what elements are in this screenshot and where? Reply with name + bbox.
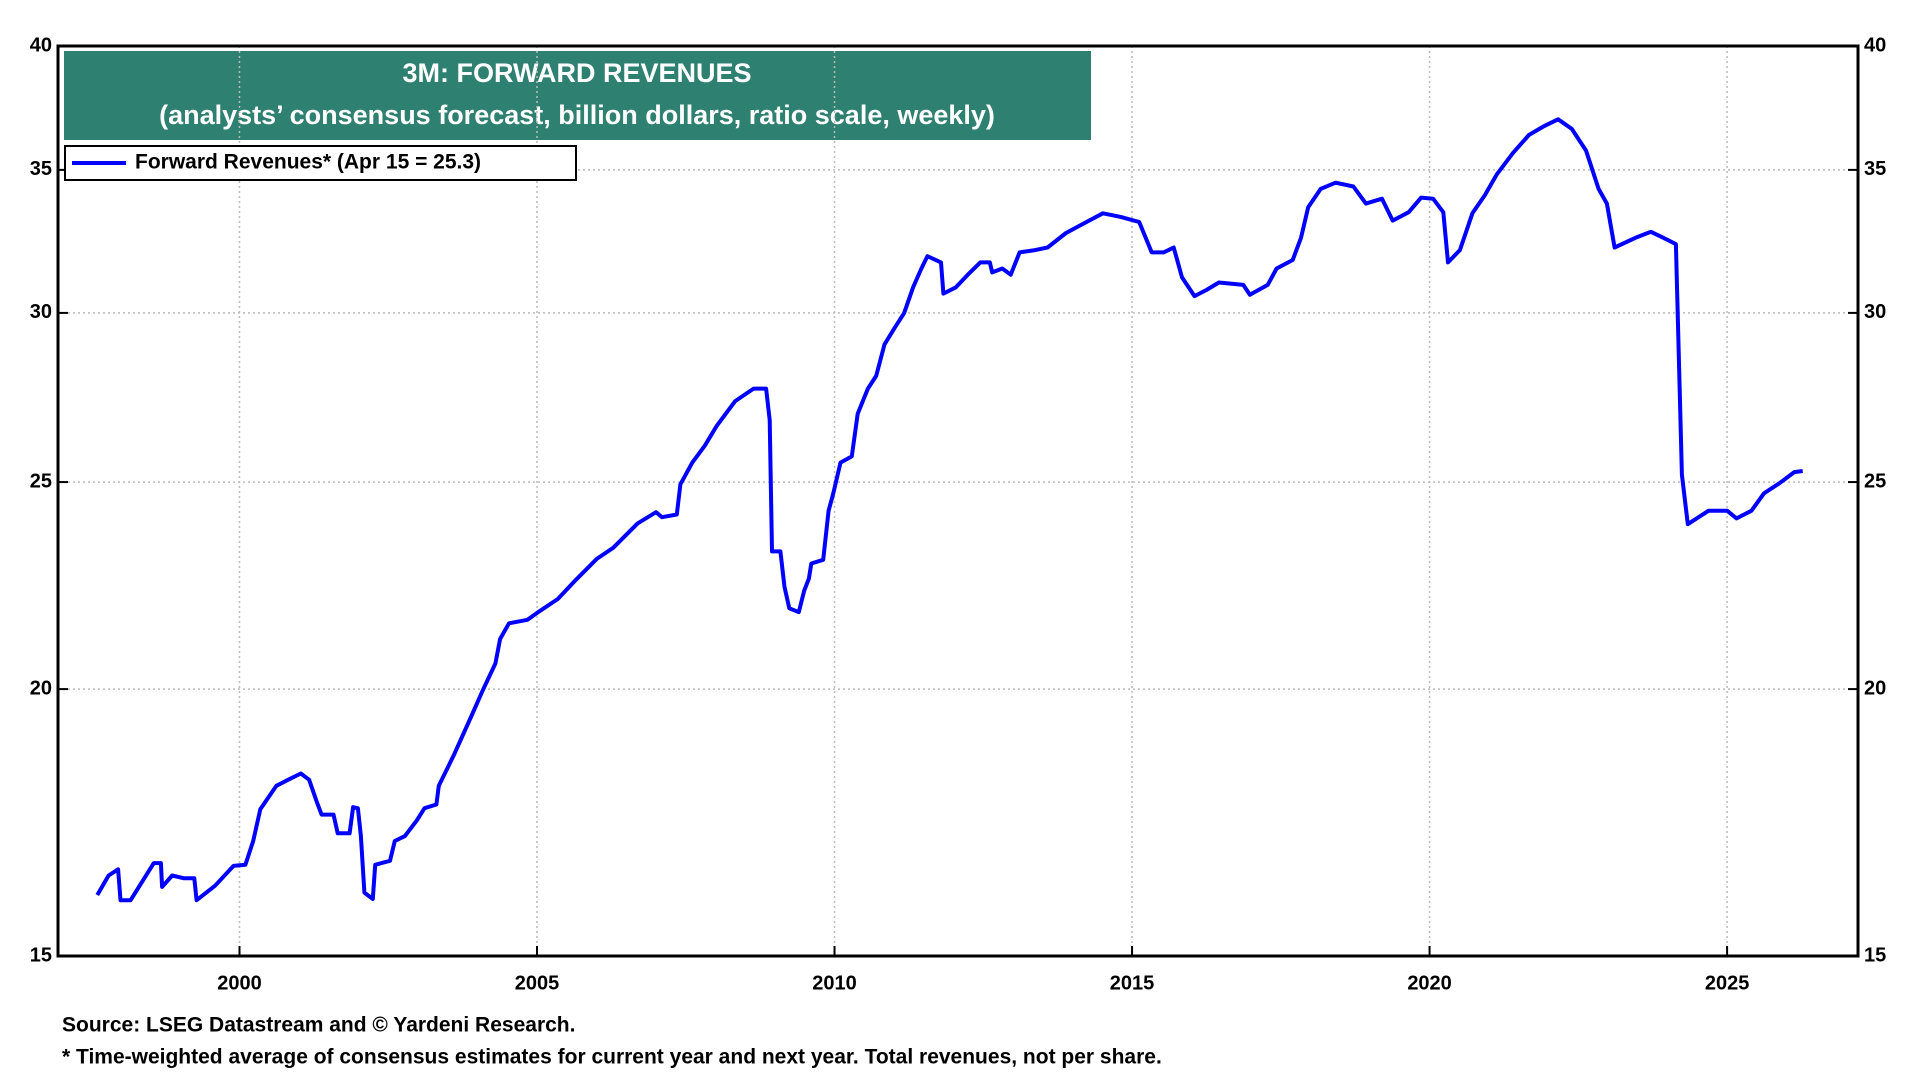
x-tick-label: 2000 <box>217 972 262 994</box>
y-tick-label: 25 <box>30 470 52 492</box>
y-tick-label: 20 <box>30 677 52 699</box>
x-tick-label: 2010 <box>812 972 857 994</box>
y2-tick-label: 35 <box>1864 158 1886 180</box>
chart-subtitle: (analysts’ consensus forecast, billion d… <box>159 100 995 130</box>
y2-tick-label: 40 <box>1864 34 1886 56</box>
y-tick-label: 40 <box>30 34 52 56</box>
footnote: * Time-weighted average of consensus est… <box>62 1046 1162 1069</box>
x-tick-label: 2015 <box>1110 972 1155 994</box>
y-tick-label: 30 <box>30 301 52 323</box>
y-tick-label: 35 <box>30 158 52 180</box>
x-tick-label: 2005 <box>515 972 560 994</box>
legend-label: Forward Revenues* (Apr 15 = 25.3) <box>135 151 481 174</box>
y2-tick-label: 30 <box>1864 301 1886 323</box>
x-tick-label: 2020 <box>1407 972 1452 994</box>
title-box <box>64 51 1091 140</box>
legend-box <box>64 145 577 181</box>
y2-tick-label: 25 <box>1864 470 1886 492</box>
y-tick-label: 15 <box>30 944 52 966</box>
series-line <box>95 117 1803 903</box>
source-note: Source: LSEG Datastream and © Yardeni Re… <box>62 1014 575 1037</box>
y2-tick-label: 20 <box>1864 677 1886 699</box>
plot-frame <box>56 44 1860 958</box>
chart-title: 3M: FORWARD REVENUES <box>402 58 751 88</box>
x-tick-label: 2025 <box>1705 972 1750 994</box>
y2-tick-label: 15 <box>1864 944 1886 966</box>
